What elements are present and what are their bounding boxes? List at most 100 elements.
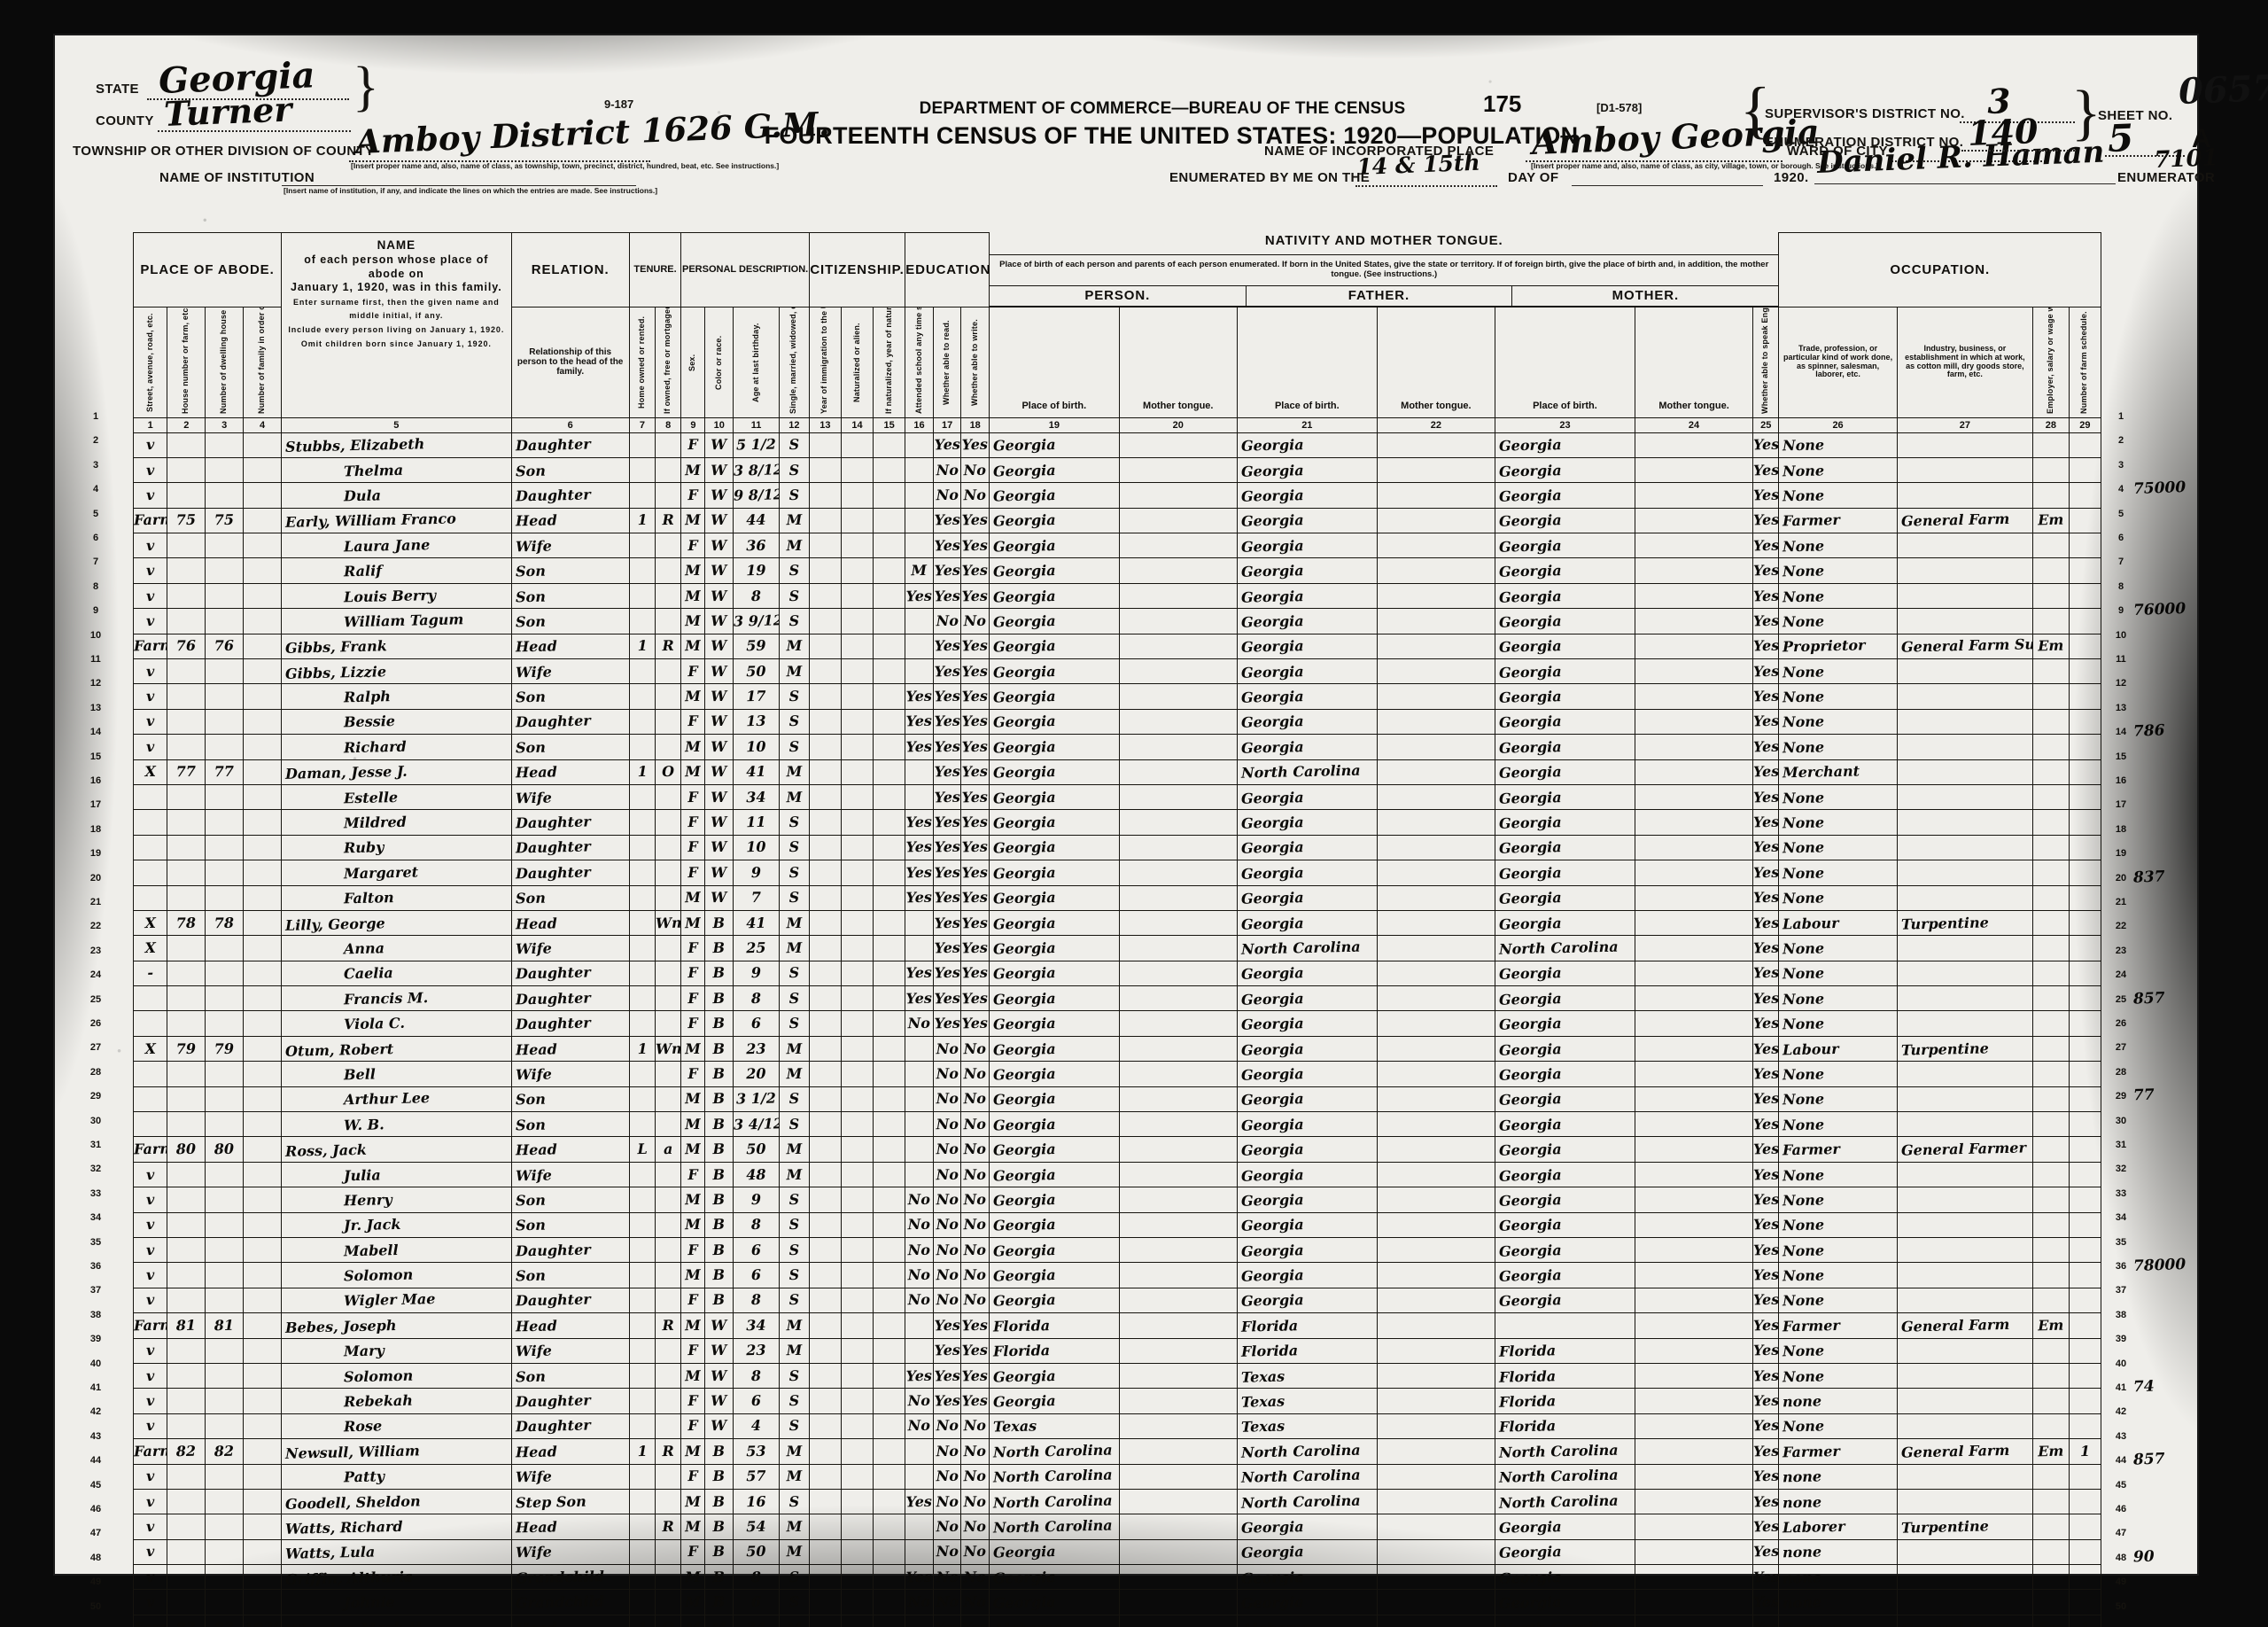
cell-dwelling[interactable] — [205, 533, 245, 559]
cell-owned[interactable] — [655, 884, 682, 911]
cell-pob[interactable]: North Carolina — [988, 1463, 1120, 1490]
cell-english[interactable]: Yes — [1752, 507, 1780, 534]
cell-name[interactable]: William Tagum — [281, 608, 512, 634]
cell-english[interactable]: Yes — [1752, 1111, 1780, 1138]
cell-natyear[interactable] — [873, 1488, 906, 1515]
cell-employer[interactable] — [2032, 909, 2070, 937]
cell-sex[interactable]: M — [680, 507, 706, 534]
cell-house[interactable]: 83 — [167, 1614, 206, 1627]
cell-name[interactable]: Watts, Lula — [281, 1538, 512, 1566]
cell-mmt[interactable] — [1634, 1086, 1754, 1113]
cell-name[interactable]: Gibbs, Lizzie — [281, 658, 512, 685]
cell-mmt[interactable] — [1634, 658, 1754, 685]
cell-nat[interactable] — [840, 809, 874, 836]
cell-imm[interactable] — [808, 633, 842, 660]
cell-age[interactable]: 16 — [733, 1488, 780, 1515]
cell-mt[interactable] — [1118, 1438, 1238, 1465]
cell-pob[interactable]: Florida — [988, 1312, 1120, 1339]
cell-mmt[interactable] — [1634, 432, 1754, 458]
cell-dwelling[interactable] — [205, 809, 245, 836]
cell-street[interactable]: Farm — [132, 633, 168, 660]
cell-dwelling[interactable] — [205, 582, 245, 610]
cell-pob[interactable]: Georgia — [988, 1362, 1120, 1390]
cell-natyear[interactable] — [873, 909, 906, 937]
cell-industry[interactable] — [1896, 557, 2034, 584]
cell-pob[interactable]: Georgia — [988, 734, 1120, 760]
cell-dwelling[interactable]: 76 — [205, 633, 245, 660]
cell-english[interactable]: Yes — [1752, 1211, 1780, 1239]
cell-relation[interactable]: Son — [510, 1211, 630, 1239]
cell-name[interactable]: Arthur Lee — [281, 1086, 512, 1113]
cell-mt[interactable] — [1118, 1514, 1238, 1540]
cell-name[interactable]: Jr. Jack — [281, 1211, 512, 1239]
cell-tenure[interactable] — [628, 456, 656, 484]
table-row[interactable]: v Thelma Son M W 3 8/12 S No No Georgia Georgia Geo… — [132, 456, 2102, 484]
cell-sex[interactable]: F — [680, 708, 706, 736]
cell-house[interactable] — [167, 582, 206, 610]
cell-age[interactable]: 54 — [733, 1514, 780, 1540]
cell-school[interactable] — [905, 1312, 934, 1339]
cell-dwelling[interactable] — [205, 1262, 245, 1288]
cell-school[interactable] — [905, 1337, 934, 1364]
cell-read[interactable]: Yes — [932, 759, 962, 785]
cell-nat[interactable] — [840, 884, 874, 911]
cell-farm[interactable] — [2068, 809, 2102, 836]
cell-employer[interactable] — [2032, 1564, 2070, 1591]
cell-family[interactable] — [243, 1463, 283, 1490]
cell-farm[interactable] — [2068, 1413, 2102, 1440]
cell-read[interactable]: No — [932, 1538, 962, 1566]
cell-write[interactable]: Yes — [960, 708, 990, 736]
cell-family[interactable] — [243, 1136, 283, 1163]
table-row[interactable]: Arthur Lee Son M B 3 1/2 S No No Georgia Georgia G… — [132, 1086, 2102, 1113]
cell-tenure[interactable] — [628, 582, 656, 610]
cell-read[interactable]: Yes — [932, 683, 962, 710]
cell-english[interactable]: Yes — [1752, 884, 1780, 911]
cell-pob[interactable]: Georgia — [988, 456, 1120, 484]
cell-nat[interactable] — [840, 1111, 874, 1138]
cell-write[interactable]: No — [960, 1287, 990, 1314]
table-row[interactable]: v Rebekah Daughter F W 6 S No Yes Yes Georgia Texas… — [132, 1388, 2102, 1414]
cell-mt[interactable] — [1118, 759, 1238, 785]
cell-occupation[interactable]: None — [1778, 985, 1898, 1012]
cell-family[interactable] — [243, 935, 283, 961]
cell-imm[interactable] — [808, 482, 842, 509]
cell-mpob[interactable]: Georgia — [1494, 809, 1635, 836]
cell-nat[interactable] — [840, 557, 874, 584]
cell-pob[interactable]: Georgia — [988, 608, 1120, 634]
cell-street[interactable]: Farm — [132, 507, 168, 534]
cell-dwelling[interactable]: 75 — [205, 507, 245, 534]
cell-house[interactable] — [167, 1010, 206, 1037]
table-row[interactable]: X Anna Wife F B 25 M Yes Yes Georgia North Carolin… — [132, 935, 2102, 961]
cell-owned[interactable] — [655, 834, 682, 861]
table-row[interactable]: v Ralph Son M W 17 S Yes Yes Yes Georgia Georgia Geo… — [132, 683, 2102, 710]
cell-relation[interactable]: Head — [510, 1136, 630, 1163]
cell-farm[interactable] — [2068, 783, 2102, 811]
cell-mmt[interactable] — [1634, 1262, 1754, 1288]
cell-age[interactable]: 41 — [733, 759, 780, 785]
cell-mt[interactable] — [1118, 456, 1238, 484]
cell-employer[interactable] — [2032, 1161, 2070, 1188]
cell-relation[interactable]: Daughter — [510, 860, 630, 886]
cell-marital[interactable]: M — [778, 1514, 810, 1540]
cell-house[interactable] — [167, 432, 206, 458]
cell-natyear[interactable] — [873, 1564, 906, 1591]
cell-marital[interactable]: S — [778, 1388, 810, 1414]
cell-sex[interactable]: M — [680, 1589, 706, 1615]
cell-marital[interactable]: M — [778, 633, 810, 660]
cell-natyear[interactable] — [873, 1614, 906, 1627]
cell-school[interactable]: No — [905, 1236, 934, 1264]
cell-dwelling[interactable] — [205, 456, 245, 484]
cell-tenure[interactable]: 1 — [628, 507, 656, 534]
cell-occupation[interactable]: None — [1778, 1111, 1898, 1138]
cell-read[interactable]: Yes — [932, 1312, 962, 1339]
cell-marital[interactable]: M — [778, 783, 810, 811]
cell-family[interactable] — [243, 658, 283, 685]
cell-age[interactable]: 5 1/2 — [733, 432, 780, 458]
cell-imm[interactable] — [808, 1312, 842, 1339]
table-row[interactable]: Farm 76 76 Gibbs, Frank Head 1 R M W 59 M Yes Yes Geo… — [132, 633, 2102, 660]
cell-industry[interactable] — [1896, 608, 2034, 634]
cell-industry[interactable] — [1896, 1337, 2034, 1364]
cell-family[interactable] — [243, 1061, 283, 1087]
cell-sex[interactable]: M — [680, 1187, 706, 1213]
cell-name[interactable]: Griffin, Althuria — [281, 1564, 512, 1591]
